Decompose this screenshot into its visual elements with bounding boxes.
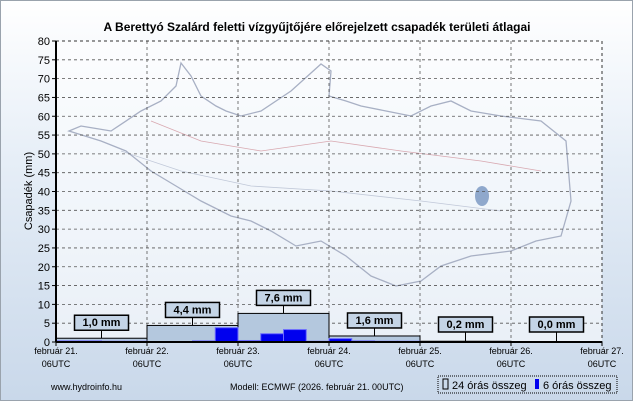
- x-tick-label-date: február 23.: [216, 346, 260, 356]
- y-tick-label: 45: [38, 168, 50, 180]
- x-tick-label-date: február 24.: [307, 346, 351, 356]
- y-tick-label: 35: [38, 205, 50, 217]
- y-tick-label: 75: [38, 55, 50, 67]
- y-tick-label: 50: [38, 149, 50, 161]
- bar-24h-label: 1,6 mm: [356, 315, 394, 327]
- x-tick-label-time: 06UTC: [42, 359, 71, 369]
- x-tick-label-time: 06UTC: [497, 359, 526, 369]
- bar-6h: [261, 334, 284, 342]
- model-info: Modell: ECMWF (2026. február 21. 00UTC): [230, 382, 404, 392]
- y-tick-label: 55: [38, 130, 50, 142]
- x-tick-label-date: február 26.: [489, 346, 533, 356]
- y-tick-label: 60: [38, 111, 50, 123]
- y-tick-label: 30: [38, 224, 50, 236]
- bar-24h-label: 4,4 mm: [174, 304, 212, 316]
- legend: 24 órás összeg 6 órás összeg: [438, 376, 617, 393]
- legend-24h-swatch: [443, 379, 448, 389]
- x-tick-label-date: február 21.: [34, 346, 78, 356]
- x-tick-label-time: 06UTC: [406, 359, 435, 369]
- bar-6h: [215, 328, 238, 342]
- y-tick-label: 70: [38, 74, 50, 86]
- x-tick-label-time: 06UTC: [133, 359, 162, 369]
- lake-shape: [475, 186, 489, 206]
- bar-6h: [284, 330, 307, 342]
- x-tick-label-time: 06UTC: [224, 359, 253, 369]
- legend-6h-label: 6 órás összeg: [543, 380, 611, 392]
- x-tick-label-time: 06UTC: [315, 359, 344, 369]
- chart-title: A Berettyó Szalárd feletti vízgyűjtőjére…: [103, 20, 530, 34]
- legend-24h-label: 24 órás összeg: [452, 380, 527, 392]
- x-tick-label-date: február 22.: [125, 346, 169, 356]
- source-link[interactable]: www.hydroinfo.hu: [50, 382, 122, 392]
- bar-24h-label: 0,0 mm: [538, 319, 576, 331]
- bar-24h-label: 1,0 mm: [83, 317, 121, 329]
- bar-24h-label: 0,2 mm: [447, 319, 485, 331]
- y-tick-label: 20: [38, 262, 50, 274]
- y-axis-label: Csapadék (mm): [23, 152, 35, 230]
- y-tick-label: 80: [38, 36, 50, 48]
- y-tick-label: 40: [38, 187, 50, 199]
- bar-24h-label: 7,6 mm: [265, 292, 303, 304]
- x-tick-label-date: február 25.: [398, 346, 442, 356]
- y-tick-label: 65: [38, 92, 50, 104]
- legend-6h-swatch: [535, 379, 539, 389]
- y-tick-label: 5: [44, 318, 50, 330]
- x-tick-label-time: 06UTC: [588, 359, 617, 369]
- x-tick-label-date: február 27.: [580, 346, 624, 356]
- y-tick-label: 25: [38, 243, 50, 255]
- y-tick-label: 15: [38, 281, 50, 293]
- y-tick-label: 10: [38, 299, 50, 311]
